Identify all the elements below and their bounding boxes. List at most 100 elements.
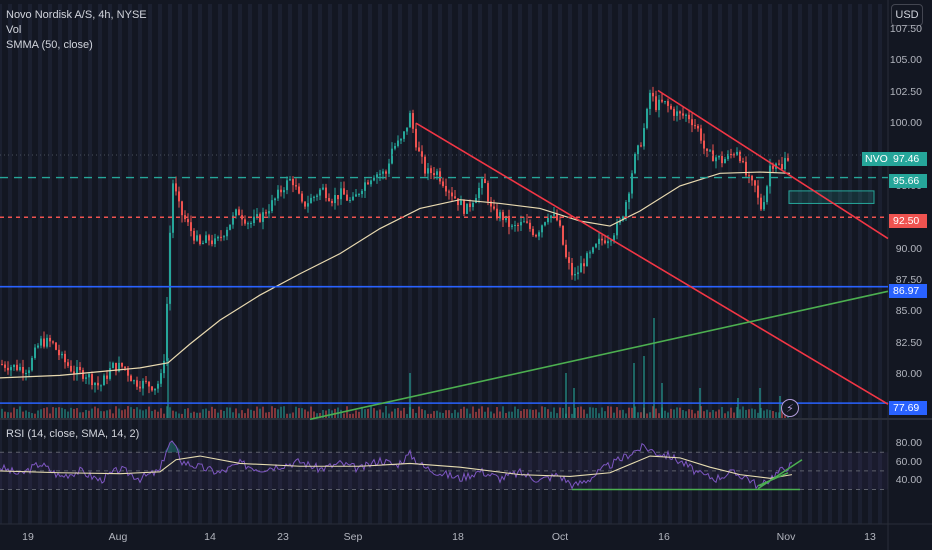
volume-bar <box>541 406 543 418</box>
candle-body <box>310 197 312 204</box>
candle-body <box>199 235 201 245</box>
volume-bar <box>580 406 582 418</box>
candle-body <box>592 247 594 253</box>
candle-body <box>469 203 471 208</box>
volume-bar <box>523 409 525 418</box>
candle-body <box>304 201 306 207</box>
candle-body <box>196 235 198 241</box>
volume-bar <box>463 406 465 418</box>
volume-bar <box>595 407 597 418</box>
candle-body <box>547 218 549 223</box>
candle-body <box>319 189 321 196</box>
volume-bar <box>10 412 12 418</box>
volume-bar <box>664 410 666 418</box>
time-tick: 14 <box>204 531 216 543</box>
candle-body <box>421 151 423 157</box>
volume-bar <box>124 409 126 418</box>
candle-body <box>481 178 483 188</box>
flash-icon[interactable]: ⚡ <box>781 399 799 417</box>
candle-body <box>499 212 501 219</box>
volume-bar <box>67 411 69 418</box>
time-tick: 13 <box>864 531 876 543</box>
volume-bar <box>106 410 108 418</box>
volume-bar <box>271 406 273 418</box>
volume-bar <box>1 408 3 418</box>
currency-button[interactable]: USD <box>891 4 923 26</box>
candle-body <box>655 96 657 111</box>
candle-body <box>565 244 567 258</box>
volume-bar <box>190 412 192 418</box>
candle-body <box>742 161 744 163</box>
volume-bar <box>295 406 297 418</box>
candle-body <box>64 353 66 363</box>
volume-bar <box>223 410 225 418</box>
candle-body <box>169 232 171 304</box>
volume-bar <box>388 413 390 418</box>
volume-bar <box>154 409 156 418</box>
volume-bar <box>571 413 573 418</box>
volume-bar <box>31 413 33 418</box>
volume-bar <box>280 406 282 418</box>
candle-body <box>175 183 177 192</box>
volume-bar <box>172 410 174 418</box>
candle-body <box>379 173 381 175</box>
candle-body <box>337 194 339 200</box>
candle-body <box>694 125 696 127</box>
volume-bar <box>364 409 366 418</box>
candle-body <box>730 153 732 155</box>
candle-body <box>76 366 78 375</box>
candle-body <box>280 189 282 193</box>
candle-body <box>739 151 741 162</box>
candle-body <box>733 154 735 156</box>
candle-body <box>235 209 237 216</box>
candle-body <box>649 92 651 109</box>
candle-body <box>325 187 327 199</box>
rsi-tick: 40.00 <box>895 474 922 487</box>
volume-bar <box>109 409 111 418</box>
volume-spike <box>779 396 781 418</box>
candle-body <box>346 194 348 201</box>
candle-body <box>394 146 396 149</box>
volume-bar <box>412 408 414 418</box>
candle-body <box>355 194 357 197</box>
candle-body <box>118 362 120 372</box>
candle-body <box>13 364 15 368</box>
candle-body <box>7 367 9 371</box>
candle-body <box>1 364 3 366</box>
candle-body <box>22 366 24 374</box>
candle-body <box>115 362 117 372</box>
volume-bar <box>235 408 237 418</box>
volume-bar <box>676 407 678 418</box>
volume-bar <box>187 408 189 418</box>
candle-body <box>568 257 570 263</box>
volume-bar <box>259 408 261 418</box>
candle-body <box>460 200 462 206</box>
candle-body <box>334 194 336 204</box>
candle-body <box>34 347 36 358</box>
volume-bar <box>376 410 378 418</box>
volume-bar <box>763 410 765 418</box>
candle-body <box>385 171 387 174</box>
volume-spike <box>737 398 739 418</box>
time-tick: Sep <box>343 531 363 543</box>
candle-body <box>316 195 318 197</box>
candle-body <box>700 128 702 141</box>
volume-spike <box>167 358 169 418</box>
volume-bar <box>487 407 489 418</box>
candle-body <box>277 189 279 199</box>
volume-bar <box>301 408 303 418</box>
volume-bar <box>196 412 198 418</box>
volume-bar <box>751 408 753 418</box>
smma-line <box>0 171 791 379</box>
candle-body <box>631 173 633 194</box>
volume-bar <box>562 407 564 418</box>
volume-bar <box>493 413 495 418</box>
volume-bar <box>706 409 708 418</box>
volume-bar <box>466 408 468 418</box>
volume-bar <box>448 410 450 418</box>
volume-bar <box>772 411 774 418</box>
volume-bar <box>430 413 432 418</box>
volume-legend: Vol <box>6 24 22 36</box>
